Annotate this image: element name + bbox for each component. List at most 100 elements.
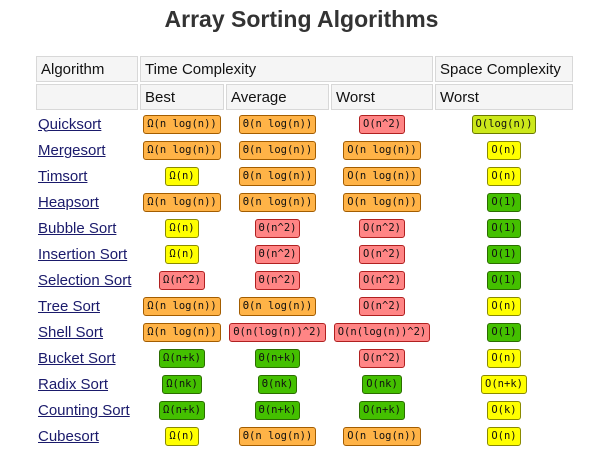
worst-complexity-badge: O(nk)	[362, 375, 402, 394]
space-complexity-cell: O(log(n))	[435, 112, 573, 136]
header-best: Best	[140, 84, 224, 110]
best-complexity-cell: Ω(n^2)	[140, 268, 224, 292]
algorithm-link[interactable]: Cubesort	[38, 427, 99, 445]
algorithm-cell: Shell Sort	[36, 320, 138, 344]
best-complexity-badge: Ω(n)	[165, 219, 199, 238]
header-row-sub: Best Average Worst Worst	[36, 84, 573, 110]
algorithm-link[interactable]: Quicksort	[38, 115, 102, 133]
average-complexity-badge: Θ(n+k)	[254, 401, 301, 420]
algorithm-cell: Bucket Sort	[36, 346, 138, 370]
algorithm-cell: Counting Sort	[36, 398, 138, 422]
algorithm-cell: Mergesort	[36, 138, 138, 162]
best-complexity-cell: Ω(nk)	[140, 372, 224, 396]
space-complexity-cell: O(k)	[435, 398, 573, 422]
algorithm-link[interactable]: Shell Sort	[38, 323, 104, 341]
worst-complexity-badge: O(n^2)	[359, 115, 405, 134]
space-complexity-badge: O(n)	[487, 141, 521, 160]
table-row: Radix Sort Ω(nk) Θ(nk) O(nk) O(n+k)	[36, 372, 573, 396]
worst-complexity-cell: O(n^2)	[331, 294, 433, 318]
worst-complexity-badge: O(n(log(n))^2)	[333, 323, 431, 342]
worst-complexity-badge: O(n log(n))	[343, 193, 421, 212]
worst-complexity-cell: O(n^2)	[331, 242, 433, 266]
algorithm-cell: Heapsort	[36, 190, 138, 214]
table-row: Counting Sort Ω(n+k) Θ(n+k) O(n+k) O(k)	[36, 398, 573, 422]
worst-complexity-badge: O(n log(n))	[343, 167, 421, 186]
header-space-complexity: Space Complexity	[435, 56, 573, 82]
algorithm-link[interactable]: Heapsort	[38, 193, 99, 211]
worst-complexity-badge: O(n^2)	[359, 245, 405, 264]
best-complexity-badge: Ω(n log(n))	[143, 297, 221, 316]
table-body: Quicksort Ω(n log(n)) Θ(n log(n)) O(n^2) O(l…	[36, 112, 573, 448]
table-row: Cubesort Ω(n) Θ(n log(n)) O(n log(n)) O(n)	[36, 424, 573, 448]
algorithm-link[interactable]: Tree Sort	[38, 297, 100, 315]
worst-complexity-cell: O(n^2)	[331, 268, 433, 292]
space-complexity-badge: O(n)	[487, 427, 521, 446]
average-complexity-cell: Θ(n(log(n))^2)	[226, 320, 329, 344]
best-complexity-badge: Ω(n log(n))	[143, 115, 221, 134]
average-complexity-badge: Θ(n log(n))	[238, 167, 317, 186]
algorithm-link[interactable]: Counting Sort	[38, 401, 130, 419]
worst-complexity-cell: O(n log(n))	[331, 190, 433, 214]
best-complexity-badge: Ω(n)	[165, 427, 199, 446]
space-complexity-badge: O(n)	[487, 167, 521, 186]
best-complexity-badge: Ω(n log(n))	[143, 193, 221, 212]
average-complexity-cell: Θ(n log(n))	[226, 424, 329, 448]
average-complexity-cell: Θ(n log(n))	[226, 112, 329, 136]
algorithm-cell: Radix Sort	[36, 372, 138, 396]
best-complexity-badge: Ω(n+k)	[159, 401, 205, 420]
header-empty	[36, 84, 138, 110]
algorithm-link[interactable]: Insertion Sort	[38, 245, 128, 263]
worst-complexity-cell: O(n^2)	[331, 216, 433, 240]
worst-complexity-cell: O(n log(n))	[331, 164, 433, 188]
table-row: Insertion Sort Ω(n) Θ(n^2) O(n^2) O(1)	[36, 242, 573, 266]
average-complexity-badge: Θ(n log(n))	[238, 115, 317, 134]
space-complexity-cell: O(n+k)	[435, 372, 573, 396]
algorithm-cell: Insertion Sort	[36, 242, 138, 266]
algorithm-link[interactable]: Mergesort	[38, 141, 106, 159]
algorithm-link[interactable]: Timsort	[38, 167, 88, 185]
average-complexity-cell: Θ(n+k)	[226, 346, 329, 370]
worst-complexity-cell: O(n+k)	[331, 398, 433, 422]
space-complexity-badge: O(1)	[487, 245, 521, 264]
space-complexity-cell: O(n)	[435, 294, 573, 318]
average-complexity-badge: Θ(n^2)	[254, 271, 301, 290]
complexity-table: Algorithm Time Complexity Space Complexi…	[34, 54, 575, 450]
worst-complexity-badge: O(n^2)	[359, 271, 405, 290]
header-space-worst: Worst	[435, 84, 573, 110]
header-time-complexity: Time Complexity	[140, 56, 433, 82]
best-complexity-badge: Ω(n)	[165, 167, 199, 186]
algorithm-link[interactable]: Bubble Sort	[38, 219, 117, 237]
header-worst: Worst	[331, 84, 433, 110]
space-complexity-badge: O(k)	[487, 401, 521, 420]
algorithm-link[interactable]: Bucket Sort	[38, 349, 116, 367]
best-complexity-cell: Ω(n log(n))	[140, 112, 224, 136]
worst-complexity-badge: O(n log(n))	[343, 427, 421, 446]
space-complexity-badge: O(n)	[487, 297, 521, 316]
average-complexity-cell: Θ(n log(n))	[226, 190, 329, 214]
table-row: Heapsort Ω(n log(n)) Θ(n log(n)) O(n log(n)…	[36, 190, 573, 214]
worst-complexity-badge: O(n log(n))	[343, 141, 421, 160]
algorithm-link[interactable]: Radix Sort	[38, 375, 109, 393]
average-complexity-cell: Θ(n log(n))	[226, 164, 329, 188]
best-complexity-cell: Ω(n)	[140, 216, 224, 240]
space-complexity-cell: O(1)	[435, 190, 573, 214]
space-complexity-cell: O(n)	[435, 164, 573, 188]
space-complexity-badge: O(1)	[487, 193, 521, 212]
worst-complexity-cell: O(n(log(n))^2)	[331, 320, 433, 344]
space-complexity-cell: O(n)	[435, 138, 573, 162]
space-complexity-badge: O(log(n))	[471, 115, 537, 134]
worst-complexity-cell: O(nk)	[331, 372, 433, 396]
average-complexity-badge: Θ(n(log(n))^2)	[229, 323, 326, 342]
space-complexity-cell: O(1)	[435, 268, 573, 292]
space-complexity-badge: O(1)	[487, 271, 521, 290]
best-complexity-badge: Ω(n)	[165, 245, 199, 264]
best-complexity-cell: Ω(n)	[140, 424, 224, 448]
worst-complexity-cell: O(n^2)	[331, 112, 433, 136]
worst-complexity-cell: O(n^2)	[331, 346, 433, 370]
average-complexity-cell: Θ(n+k)	[226, 398, 329, 422]
worst-complexity-badge: O(n^2)	[359, 219, 405, 238]
table-row: Bubble Sort Ω(n) Θ(n^2) O(n^2) O(1)	[36, 216, 573, 240]
worst-complexity-cell: O(n log(n))	[331, 424, 433, 448]
algorithm-link[interactable]: Selection Sort	[38, 271, 132, 289]
